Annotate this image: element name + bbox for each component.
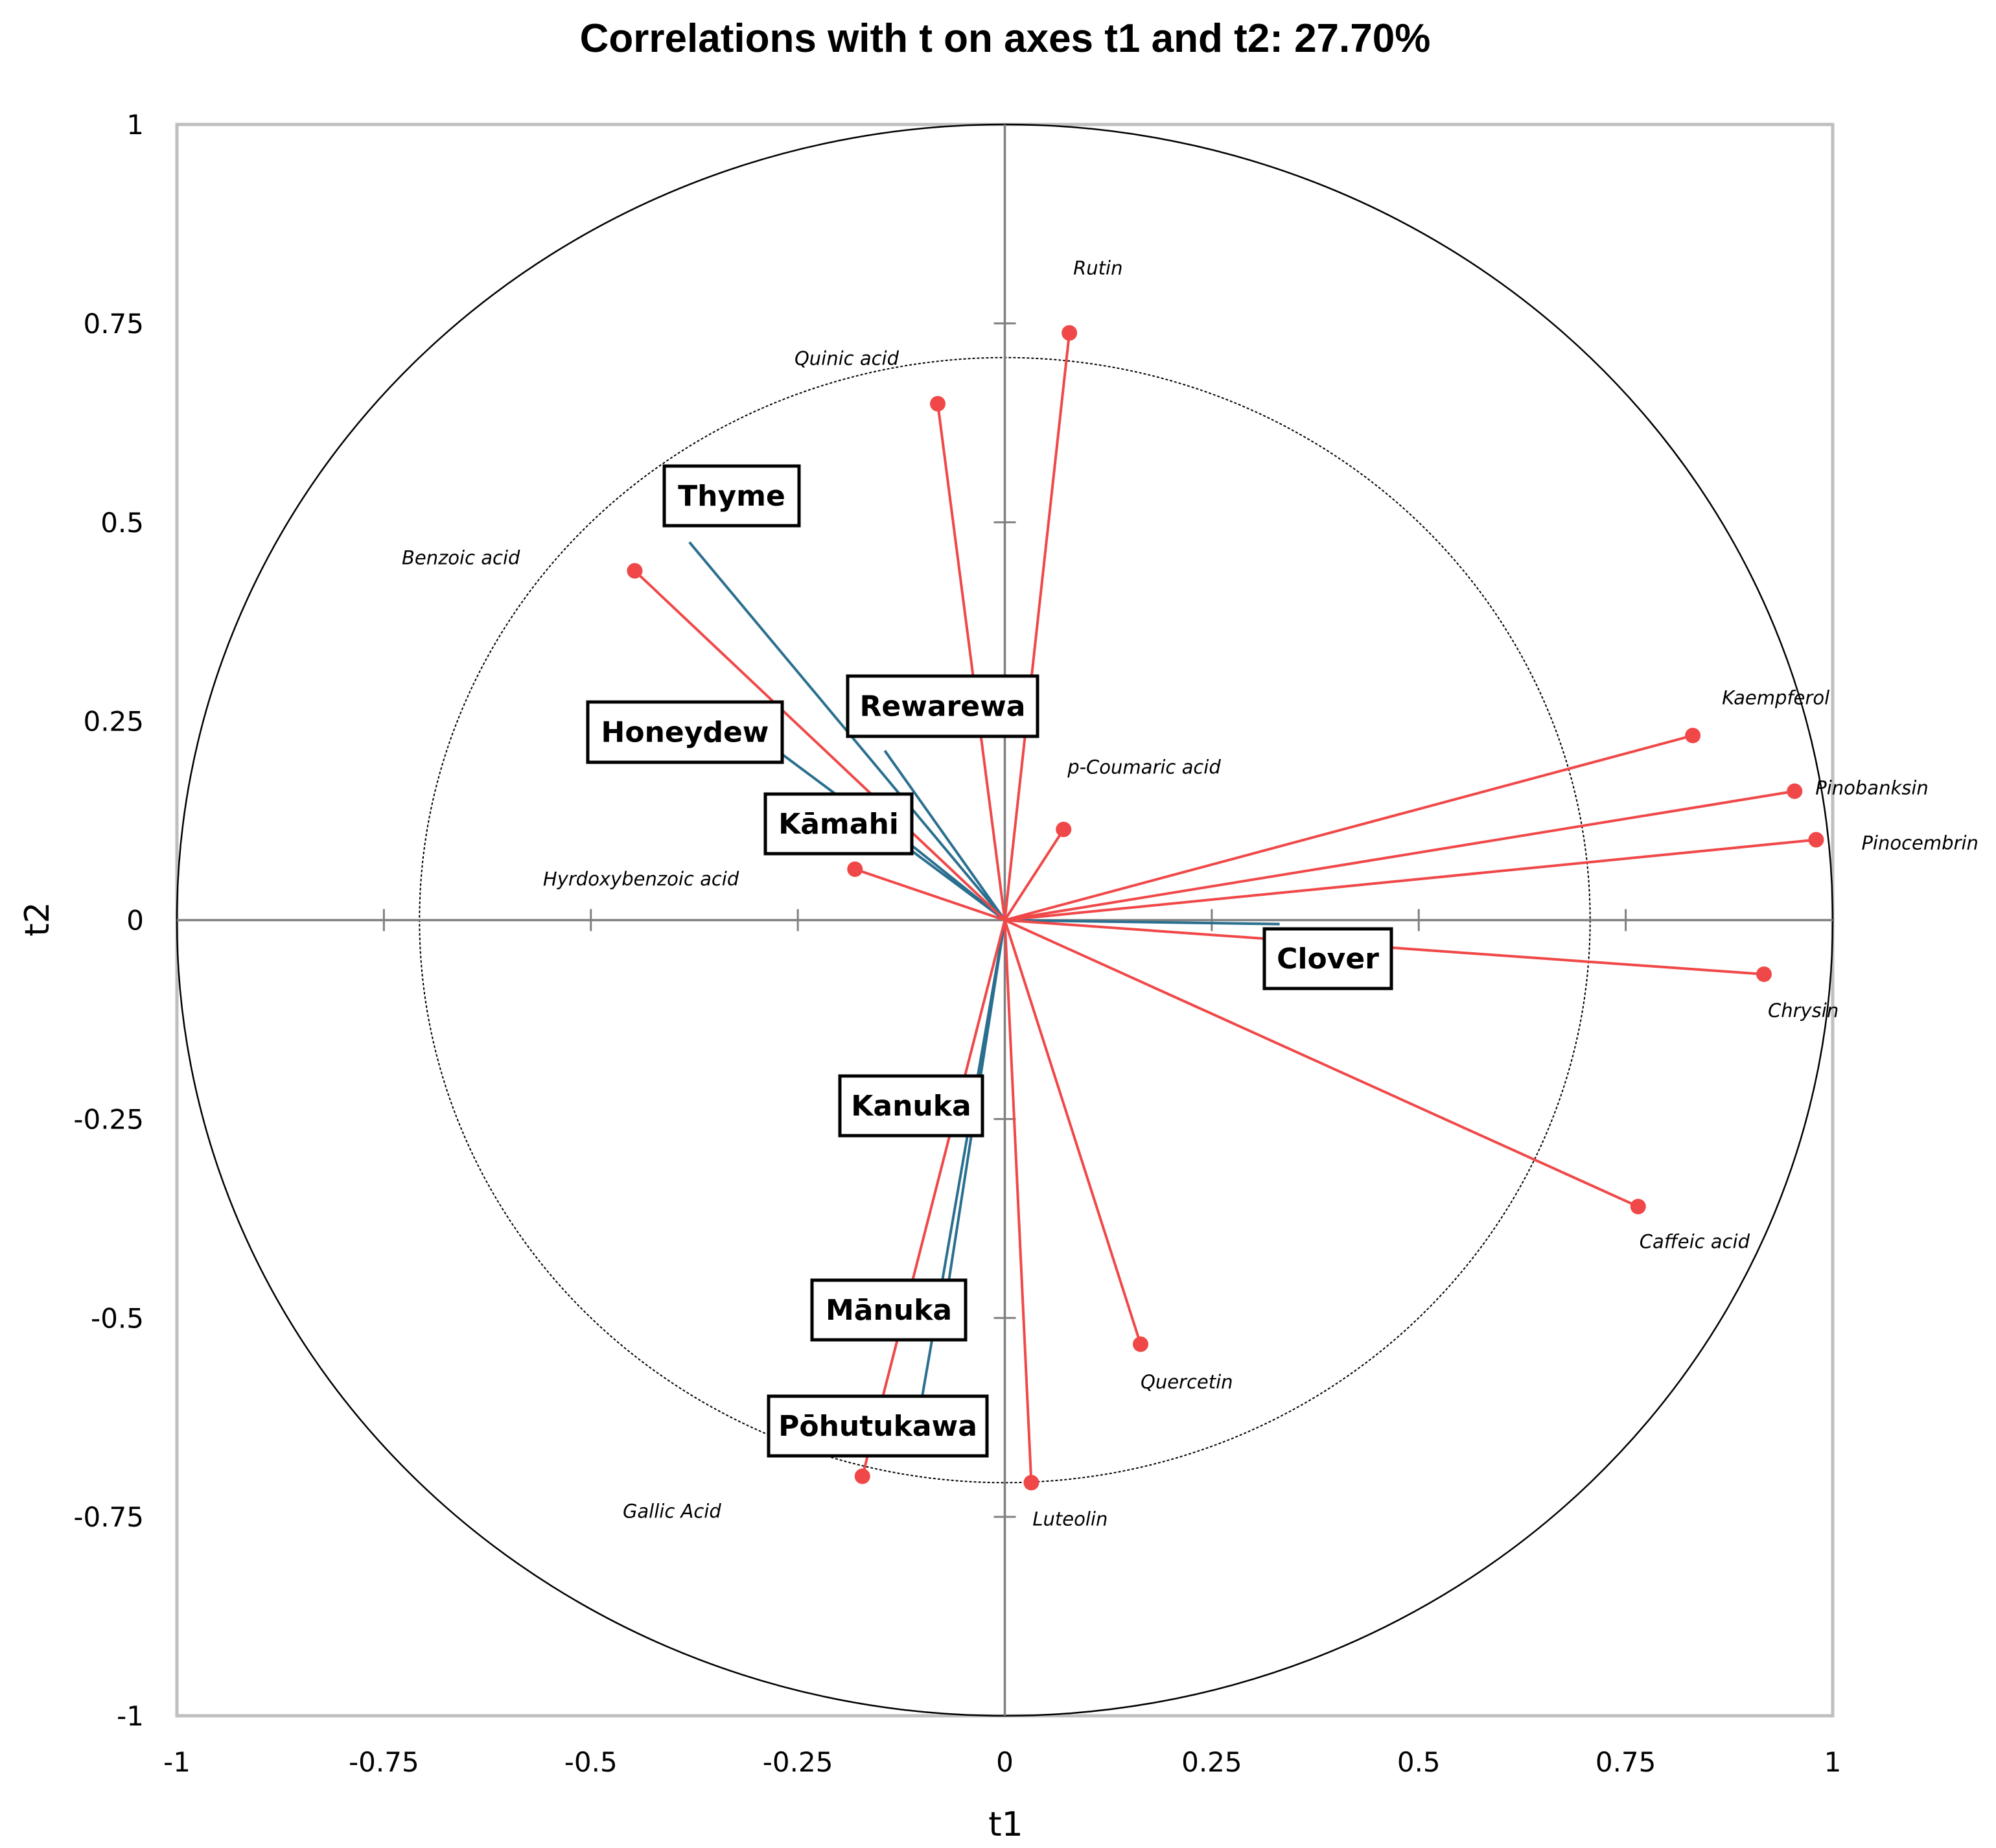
y-tick-label: -0.5 — [91, 1302, 144, 1334]
variable-point — [1756, 966, 1772, 982]
variable-point — [1133, 1336, 1149, 1352]
variable-label: Hyrdoxybenzoic acid — [543, 868, 739, 890]
y-tick-label: 0.25 — [83, 706, 144, 738]
variable-label: Quinic acid — [795, 347, 899, 369]
variable-point — [1062, 325, 1078, 341]
variable-label: Benzoic acid — [402, 547, 520, 569]
supplementary-label: Mānuka — [826, 1294, 952, 1327]
variable-label: Kaempferol — [1722, 687, 1829, 709]
x-axis-title: t1 — [988, 1805, 1023, 1844]
supplementary-label-box — [586, 700, 784, 764]
supplementary-layer — [688, 541, 1280, 1398]
variable-point — [930, 395, 946, 412]
variables-layer — [627, 325, 1824, 1491]
supplementary-vector — [883, 749, 1006, 921]
variable-label: Quercetin — [1141, 1371, 1233, 1393]
supplementary-label: Kanuka — [851, 1090, 971, 1123]
variable-vector — [861, 920, 1006, 1477]
variable-vector — [634, 570, 1006, 921]
y-tick-label: 0.5 — [100, 507, 144, 539]
x-tick-label: -0.75 — [349, 1746, 419, 1778]
supplementary-label: Clover — [1277, 942, 1379, 976]
x-tick-label: -0.25 — [763, 1746, 833, 1778]
supplementary-label: Honeydew — [601, 716, 769, 749]
supplementary-label: Pōhutukawa — [778, 1410, 977, 1443]
supplementary-label-box — [662, 464, 801, 528]
variable-vector — [1004, 918, 1639, 1208]
supplementary-label-box — [810, 1278, 968, 1342]
variable-vector — [1004, 734, 1693, 922]
variable-point — [1685, 727, 1701, 743]
y-tick-label: -1 — [117, 1700, 144, 1732]
variable-point — [1787, 783, 1803, 799]
supplementary-label-box — [838, 1074, 984, 1138]
y-tick-label: 1 — [126, 109, 144, 141]
x-tick-label: 0.75 — [1596, 1746, 1656, 1778]
supplementary-label-box — [763, 792, 914, 856]
x-tick-label: 1 — [1824, 1746, 1842, 1778]
variable-point — [847, 861, 863, 877]
variable-point — [1808, 832, 1824, 848]
variable-vector — [854, 868, 1006, 922]
variable-point — [1023, 1475, 1039, 1491]
supplementary-label: Thyme — [678, 480, 785, 513]
variable-vector — [1004, 789, 1795, 922]
y-tick-label: 0.75 — [83, 308, 144, 340]
supplementary-label-box — [846, 674, 1039, 738]
variable-point — [627, 563, 643, 579]
variable-label: Pinobanksin — [1815, 777, 1929, 799]
variable-label: Caffeic acid — [1640, 1230, 1750, 1252]
variable-point — [1630, 1199, 1646, 1215]
supplementary-vector — [1004, 918, 1280, 926]
x-tick-label: 0.25 — [1181, 1746, 1242, 1778]
y-axis-title: t2 — [18, 902, 57, 936]
y-tick-label: -0.25 — [73, 1103, 144, 1135]
axis-layer: -1 -0.75 -0.5 -0.25 0 0.25 0.5 0.75 1 -1 -0.75 -0.5… — [73, 109, 1841, 1778]
variable-label: Chrysin — [1768, 1000, 1839, 1022]
variable-vector — [1003, 333, 1071, 920]
x-tick-label: 0 — [996, 1746, 1014, 1778]
variable-label: Pinocembrin — [1861, 832, 1978, 854]
variable-vector — [1004, 838, 1816, 922]
variable-vector — [1003, 828, 1065, 921]
variable-point — [854, 1468, 870, 1484]
supplementary-label-box — [767, 1394, 989, 1458]
variable-label: Rutin — [1073, 257, 1122, 279]
x-tick-label: -0.5 — [564, 1746, 618, 1778]
supplementary-label: Rewarewa — [860, 690, 1026, 723]
variable-label: Gallic Acid — [623, 1501, 721, 1523]
x-tick-label: -1 — [163, 1746, 191, 1778]
y-tick-label: -0.75 — [73, 1501, 144, 1533]
variable-label: p-Coumaric acid — [1067, 756, 1221, 778]
variable-vector — [1003, 920, 1033, 1483]
variable-vector — [1003, 919, 1142, 1345]
x-tick-label: 0.5 — [1397, 1746, 1441, 1778]
labels-layer: Rutin Quinic acid Benzoic acid Hyrdoxybenzo… — [402, 257, 1979, 1530]
supplementary-vector — [909, 843, 1006, 922]
variable-point — [1056, 821, 1072, 837]
chart-title: Correlations with t on axes t1 and t2: 2… — [580, 16, 1431, 61]
supplementary-label: Kāmahi — [778, 808, 899, 841]
variable-label: Luteolin — [1032, 1508, 1108, 1530]
supplementary-label-box — [1262, 927, 1393, 990]
y-tick-label: 0 — [126, 905, 144, 937]
variable-vector — [936, 403, 1006, 920]
